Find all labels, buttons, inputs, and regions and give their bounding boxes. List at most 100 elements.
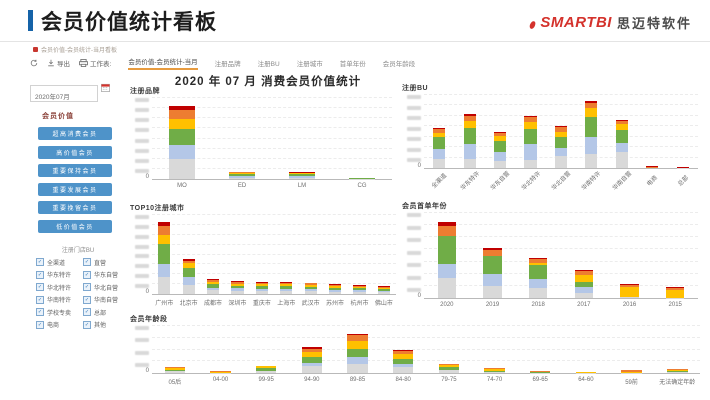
bar-segment[interactable]	[494, 140, 507, 152]
bar-segment[interactable]	[554, 156, 568, 168]
bar-segment[interactable]	[304, 286, 317, 290]
bar-segment[interactable]	[182, 259, 195, 261]
bar-segment[interactable]	[433, 149, 446, 159]
bar-segment[interactable]	[463, 128, 476, 145]
bar-segment[interactable]	[169, 159, 195, 179]
bar-segment[interactable]	[169, 128, 195, 145]
bar-segment[interactable]	[615, 120, 628, 125]
bar-总部[interactable]	[676, 95, 689, 168]
bar-segment[interactable]	[554, 125, 568, 127]
bar-segment[interactable]	[666, 289, 685, 298]
bar-segment[interactable]	[301, 346, 323, 349]
bar-segment[interactable]	[529, 259, 548, 264]
bar-2018[interactable]	[529, 213, 548, 298]
checkbox-icon[interactable]: ✓	[83, 283, 91, 291]
bar-94-90[interactable]	[301, 326, 323, 373]
bar-segment[interactable]	[255, 366, 277, 369]
checkbox-icon[interactable]: ✓	[83, 295, 91, 304]
bar-segment[interactable]	[301, 357, 323, 363]
bar-84-80[interactable]	[392, 326, 414, 373]
bar-segment[interactable]	[666, 371, 688, 373]
worksheet-tab[interactable]: 注册BU	[257, 61, 280, 68]
bar-segment[interactable]	[377, 286, 390, 288]
bar-segment[interactable]	[494, 160, 507, 168]
bar-segment[interactable]	[554, 131, 568, 138]
bar-成都市[interactable]	[206, 215, 220, 294]
bar-2016[interactable]	[620, 213, 639, 298]
bar-深圳市[interactable]	[231, 215, 244, 294]
bar-segment[interactable]	[255, 282, 268, 283]
bar-segment[interactable]	[229, 173, 255, 175]
member-value-button[interactable]: 超高消费会员	[38, 127, 112, 140]
bar-segment[interactable]	[229, 172, 255, 174]
bar-segment[interactable]	[554, 126, 568, 132]
bar-segment[interactable]	[433, 158, 446, 168]
bar-segment[interactable]	[463, 116, 476, 121]
bar-2017[interactable]	[574, 213, 593, 298]
bar-segment[interactable]	[304, 289, 317, 292]
bar-segment[interactable]	[494, 131, 507, 133]
bar-segment[interactable]	[206, 290, 220, 294]
bar-segment[interactable]	[529, 265, 548, 280]
bar-04-00[interactable]	[210, 326, 231, 373]
bar-segment[interactable]	[280, 291, 293, 294]
bar-segment[interactable]	[437, 226, 456, 236]
bar-无法确定年龄[interactable]	[666, 326, 688, 373]
bar-segment[interactable]	[529, 258, 548, 260]
bar-segment[interactable]	[554, 148, 568, 157]
bar-segment[interactable]	[169, 144, 195, 159]
bar-segment[interactable]	[347, 363, 368, 373]
bar-segment[interactable]	[328, 286, 342, 288]
bar-segment[interactable]	[353, 292, 366, 294]
bar-segment[interactable]	[231, 285, 244, 289]
print-button[interactable]: 工作表:	[79, 58, 111, 68]
bar-segment[interactable]	[524, 117, 537, 123]
bar-segment[interactable]	[353, 285, 366, 287]
bar-segment[interactable]	[524, 116, 537, 118]
member-value-button[interactable]: 重要保持会员	[38, 164, 112, 177]
bar-segment[interactable]	[169, 105, 195, 111]
bar-华南自营[interactable]	[615, 95, 628, 168]
bar-segment[interactable]	[484, 370, 505, 372]
bar-segment[interactable]	[280, 288, 293, 292]
bar-segment[interactable]	[615, 130, 628, 144]
member-value-button[interactable]: 重要挽留会员	[38, 201, 112, 214]
bar-segment[interactable]	[585, 100, 598, 104]
bar-segment[interactable]	[164, 367, 186, 369]
bar-segment[interactable]	[438, 364, 460, 368]
checkbox-icon[interactable]: ✓	[36, 320, 44, 329]
bar-segment[interactable]	[483, 248, 502, 251]
bar-segment[interactable]	[231, 281, 244, 284]
bar-segment[interactable]	[463, 144, 476, 159]
bu-checkbox-item[interactable]: ✓ 直营	[83, 258, 107, 267]
bar-segment[interactable]	[182, 260, 195, 264]
checkbox-icon[interactable]: ✓	[83, 270, 91, 279]
bar-segment[interactable]	[666, 286, 685, 288]
worksheet-tab[interactable]: 首单年份	[339, 61, 366, 68]
date-input[interactable]	[31, 88, 95, 104]
bar-segment[interactable]	[621, 370, 642, 372]
bar-segment[interactable]	[585, 137, 598, 154]
bar-segment[interactable]	[438, 363, 460, 365]
bar-segment[interactable]	[666, 369, 688, 371]
bar-segment[interactable]	[182, 268, 195, 278]
bar-segment[interactable]	[280, 286, 293, 289]
bar-segment[interactable]	[585, 153, 598, 168]
bar-华东特许[interactable]	[463, 95, 476, 168]
bar-segment[interactable]	[304, 282, 317, 284]
bar-华南特许[interactable]	[585, 95, 598, 168]
bar-segment[interactable]	[164, 371, 186, 373]
bar-segment[interactable]	[483, 274, 502, 286]
bar-segment[interactable]	[585, 107, 598, 118]
bar-79-75[interactable]	[438, 326, 460, 373]
bar-segment[interactable]	[255, 288, 268, 292]
bu-checkbox-item[interactable]: ✓ 全渠道	[36, 258, 66, 267]
bar-segment[interactable]	[255, 371, 277, 373]
bar-segment[interactable]	[353, 286, 366, 288]
bar-segment[interactable]	[255, 284, 268, 287]
calendar-icon[interactable]	[101, 83, 110, 92]
bar-segment[interactable]	[620, 285, 639, 288]
bar-segment[interactable]	[529, 288, 548, 298]
bu-checkbox-item[interactable]: ✓ 华东自营	[83, 270, 119, 279]
bar-segment[interactable]	[158, 221, 171, 227]
